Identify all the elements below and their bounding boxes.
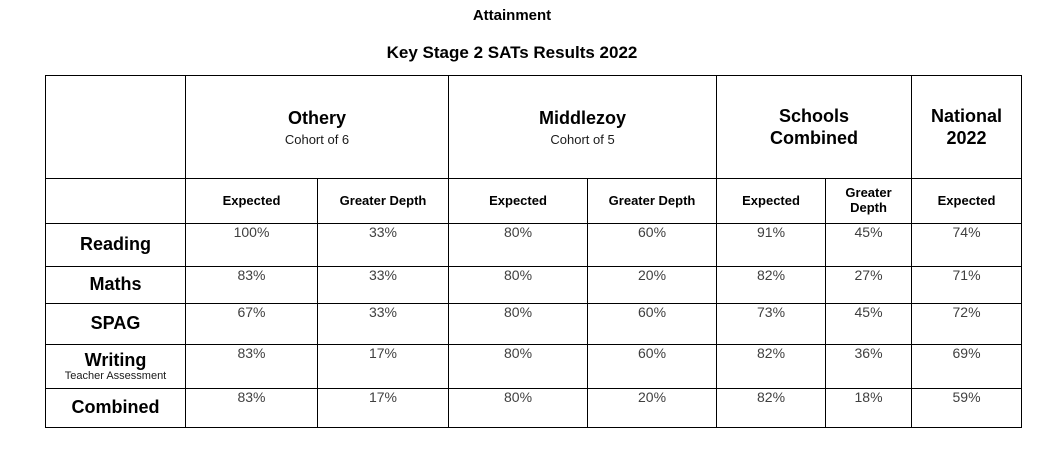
data-cell: 83% [185,344,318,389]
data-cell: 27% [825,266,913,304]
page-titles: Attainment Key Stage 2 SATs Results 2022 [0,7,1024,63]
data-cell: 60% [587,303,718,345]
row-label-cell: Writing Teacher Assessment [45,344,186,389]
data-cell: 100% [185,223,318,267]
data-cell: 59% [911,388,1023,428]
data-cell: 82% [716,266,827,304]
data-cell: 45% [825,223,913,267]
data-cell: 33% [316,303,450,345]
row-label: Maths [89,274,142,295]
group-header-row: Othery Cohort of 6 Middlezoy Cohort of 5… [45,75,1023,179]
data-cell: 80% [448,223,589,267]
group-header-national: National 2022 [911,75,1023,179]
page-subtitle: Key Stage 2 SATs Results 2022 [386,43,638,62]
data-cell: 36% [825,344,913,389]
table-row-maths: Maths 83% 33% 80% 20% 82% 27% 71% [45,266,1023,304]
group-name: Othery [287,108,347,129]
data-cell: 82% [716,388,827,428]
data-cell: 33% [316,223,450,267]
data-cell: 20% [587,266,718,304]
corner-cell [45,178,186,224]
row-label-cell: SPAG [45,303,186,345]
results-table: Othery Cohort of 6 Middlezoy Cohort of 5… [45,75,1023,428]
table-row-spag: SPAG 67% 33% 80% 60% 73% 45% 72% [45,303,1023,345]
data-cell: 74% [911,223,1023,267]
data-cell: 60% [587,344,718,389]
data-cell: 91% [716,223,827,267]
row-label: Writing [84,349,147,370]
group-header-othery: Othery Cohort of 6 [184,75,450,179]
group-name: National 2022 [931,105,1003,149]
group-cohort: Cohort of 5 [550,131,615,147]
data-cell: 67% [185,303,318,345]
row-label: Combined [71,397,160,418]
data-cell: 73% [716,303,827,345]
group-name: Schools Combined [770,105,859,149]
page-title: Attainment [472,7,552,24]
data-cell: 71% [911,266,1023,304]
data-cell: 82% [716,344,827,389]
group-cohort: Cohort of 6 [284,131,350,147]
data-cell: 80% [448,388,589,428]
row-label: SPAG [90,313,141,334]
table-row-combined: Combined 83% 17% 80% 20% 82% 18% 59% [45,388,1023,428]
subheader-middlezoy-greater-depth: Greater Depth [587,178,718,224]
data-cell: 45% [825,303,913,345]
subheader-row: Expected Greater Depth Expected Greater … [45,178,1023,224]
table-row-reading: Reading 100% 33% 80% 60% 91% 45% 74% [45,223,1023,267]
data-cell: 72% [911,303,1023,345]
data-cell: 83% [185,388,318,428]
subheader-combined-greater-depth: Greater Depth [825,178,913,224]
subheader-national-expected: Expected [911,178,1023,224]
data-cell: 17% [316,344,450,389]
subheader-othery-greater-depth: Greater Depth [316,178,450,224]
data-cell: 80% [448,344,589,389]
data-cell: 60% [587,223,718,267]
data-cell: 80% [448,266,589,304]
row-label-cell: Maths [45,266,186,304]
row-label-cell: Combined [45,388,186,428]
data-cell: 83% [185,266,318,304]
data-cell: 18% [825,388,913,428]
data-cell: 17% [316,388,450,428]
data-cell: 80% [448,303,589,345]
corner-cell [45,75,186,179]
row-sublabel: Teacher Assessment [64,370,167,383]
subheader-othery-expected: Expected [185,178,318,224]
group-header-middlezoy: Middlezoy Cohort of 5 [448,75,718,179]
subheader-middlezoy-expected: Expected [448,178,589,224]
row-label-cell: Reading [45,223,186,267]
subheader-combined-expected: Expected [716,178,827,224]
data-cell: 20% [587,388,718,428]
row-label: Reading [79,234,151,255]
group-header-schools-combined: Schools Combined [716,75,913,179]
group-name: Middlezoy [539,108,627,129]
table-row-writing: Writing Teacher Assessment 83% 17% 80% 6… [45,344,1023,389]
data-cell: 33% [316,266,450,304]
data-cell: 69% [911,344,1023,389]
